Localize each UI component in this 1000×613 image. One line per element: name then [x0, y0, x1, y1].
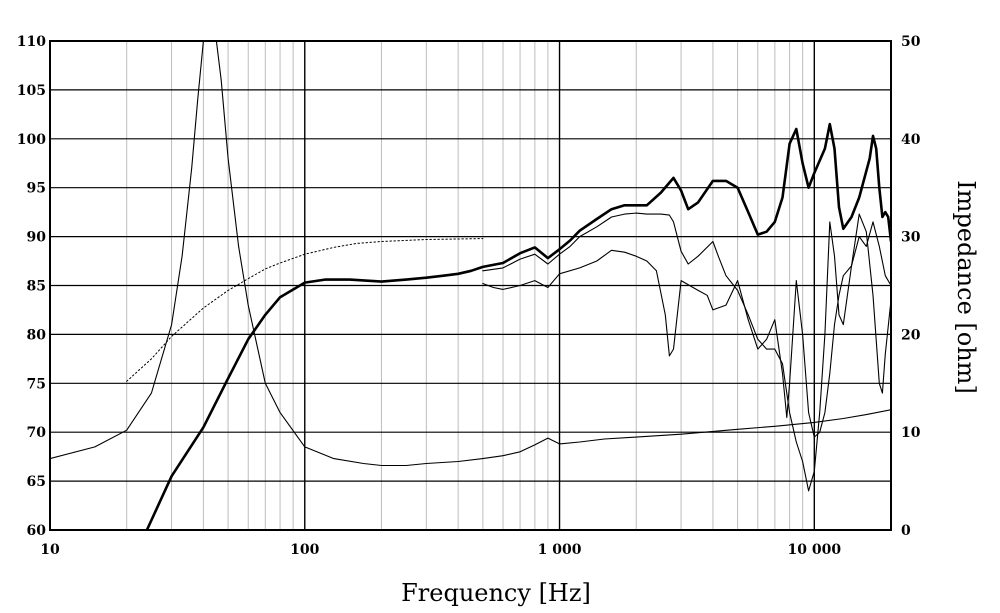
y2-tick-label: 50 — [901, 34, 921, 50]
x-tick-label: 1 000 — [538, 542, 582, 558]
series-layer — [50, 41, 891, 530]
y-tick-label: 65 — [27, 474, 46, 490]
y-tick-label: 90 — [27, 230, 47, 246]
y-tick-label: 105 — [17, 83, 46, 99]
y-tick-label: 80 — [27, 327, 47, 343]
y2-tick-label: 40 — [901, 132, 921, 148]
x-tick-label: 10 — [40, 542, 60, 558]
series-line-3 — [482, 213, 891, 438]
x-tick-label: 10 000 — [788, 542, 842, 558]
y-tick-label: 95 — [27, 181, 46, 197]
major-grid — [49, 40, 891, 531]
series-line-2 — [482, 212, 891, 492]
x-axis-title: Frequency [Hz] — [401, 579, 591, 607]
y-tick-label: 100 — [17, 132, 46, 148]
y-tick-label: 75 — [27, 376, 46, 392]
y2-tick-label: 0 — [901, 523, 911, 539]
y-tick-label: 110 — [17, 34, 46, 50]
y2-tick-label: 30 — [901, 230, 921, 246]
y2-tick-label: 10 — [901, 425, 921, 441]
right-axis-ticks: 50 40 30 20 10 0 — [901, 34, 921, 539]
bottom-axis-ticks: 10 100 1 000 10 000 — [40, 542, 841, 558]
y-tick-label: 60 — [27, 523, 47, 539]
plot-frame — [49, 40, 892, 531]
right-axis-title: Impedance [ohm] — [952, 180, 980, 394]
y-tick-label: 85 — [27, 279, 46, 295]
y-tick-label: 70 — [27, 425, 47, 441]
series-line-1 — [145, 122, 891, 530]
x-tick-label: 100 — [290, 542, 319, 558]
y2-tick-label: 20 — [901, 327, 921, 343]
left-axis-ticks: 110 105 100 95 90 85 80 75 70 65 60 — [17, 34, 46, 539]
series-line-5 — [50, 41, 891, 467]
